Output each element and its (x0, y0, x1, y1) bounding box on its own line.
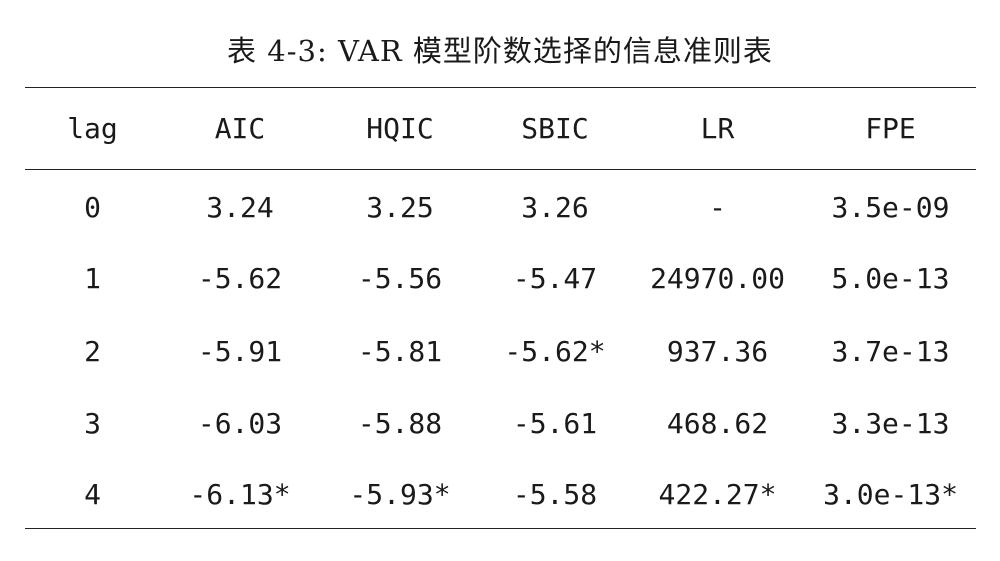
cell-aic: -6.13* (189, 477, 291, 511)
cell-lag: 3 (84, 406, 101, 440)
table-caption: 表 4-3: VAR 模型阶数选择的信息准则表 (227, 34, 773, 68)
cell-hqic: -5.56 (357, 261, 443, 295)
cell-lag: 2 (84, 334, 101, 368)
cell-hqic: -5.81 (357, 334, 443, 368)
cell-lr: 468.62 (666, 406, 769, 440)
cell-fpe: 3.5e-09 (831, 190, 950, 224)
table-row: 3 -6.03 -5.88 -5.61 468.62 3.3e-13 (25, 398, 976, 448)
cell-lr: 937.36 (666, 334, 769, 368)
cell-sbic: -5.62* (504, 334, 606, 368)
cell-hqic: 3.25 (366, 190, 434, 224)
cell-lag: 1 (84, 261, 101, 295)
bottom-rule (25, 528, 976, 529)
header-hqic: HQIC (366, 111, 434, 145)
cell-lr: - (709, 190, 726, 224)
cell-aic: -5.91 (197, 334, 283, 368)
cell-hqic: -5.93* (349, 477, 451, 511)
header-sbic: SBIC (521, 111, 589, 145)
cell-fpe: 3.0e-13* (823, 477, 958, 511)
table-row: 4 -6.13* -5.93* -5.58 422.27* 3.0e-13* (25, 469, 976, 519)
header-rule (25, 169, 976, 170)
table-header-row: lag AIC HQIC SBIC LR FPE (25, 103, 976, 153)
cell-sbic: -5.61 (512, 406, 598, 440)
header-aic: AIC (214, 111, 266, 145)
cell-sbic: -5.58 (512, 477, 598, 511)
header-lag: lag (67, 111, 118, 145)
header-lr: LR (700, 111, 735, 145)
cell-lag: 4 (84, 477, 101, 511)
cell-sbic: -5.47 (512, 261, 598, 295)
header-fpe: FPE (865, 111, 916, 145)
cell-fpe: 3.7e-13 (831, 334, 950, 368)
table-row: 1 -5.62 -5.56 -5.47 24970.00 5.0e-13 (25, 253, 976, 303)
table-row: 2 -5.91 -5.81 -5.62* 937.36 3.7e-13 (25, 326, 976, 376)
cell-aic: -5.62 (197, 261, 283, 295)
top-rule (25, 87, 976, 88)
cell-lr: 422.27* (658, 477, 777, 511)
table-row: 0 3.24 3.25 3.26 - 3.5e-09 (25, 182, 976, 232)
cell-aic: -6.03 (197, 406, 283, 440)
cell-fpe: 3.3e-13 (831, 406, 950, 440)
cell-lr: 24970.00 (650, 261, 785, 295)
cell-fpe: 5.0e-13 (831, 261, 950, 295)
cell-aic: 3.24 (206, 190, 274, 224)
cell-lag: 0 (84, 190, 101, 224)
cell-sbic: 3.26 (521, 190, 589, 224)
cell-hqic: -5.88 (357, 406, 443, 440)
